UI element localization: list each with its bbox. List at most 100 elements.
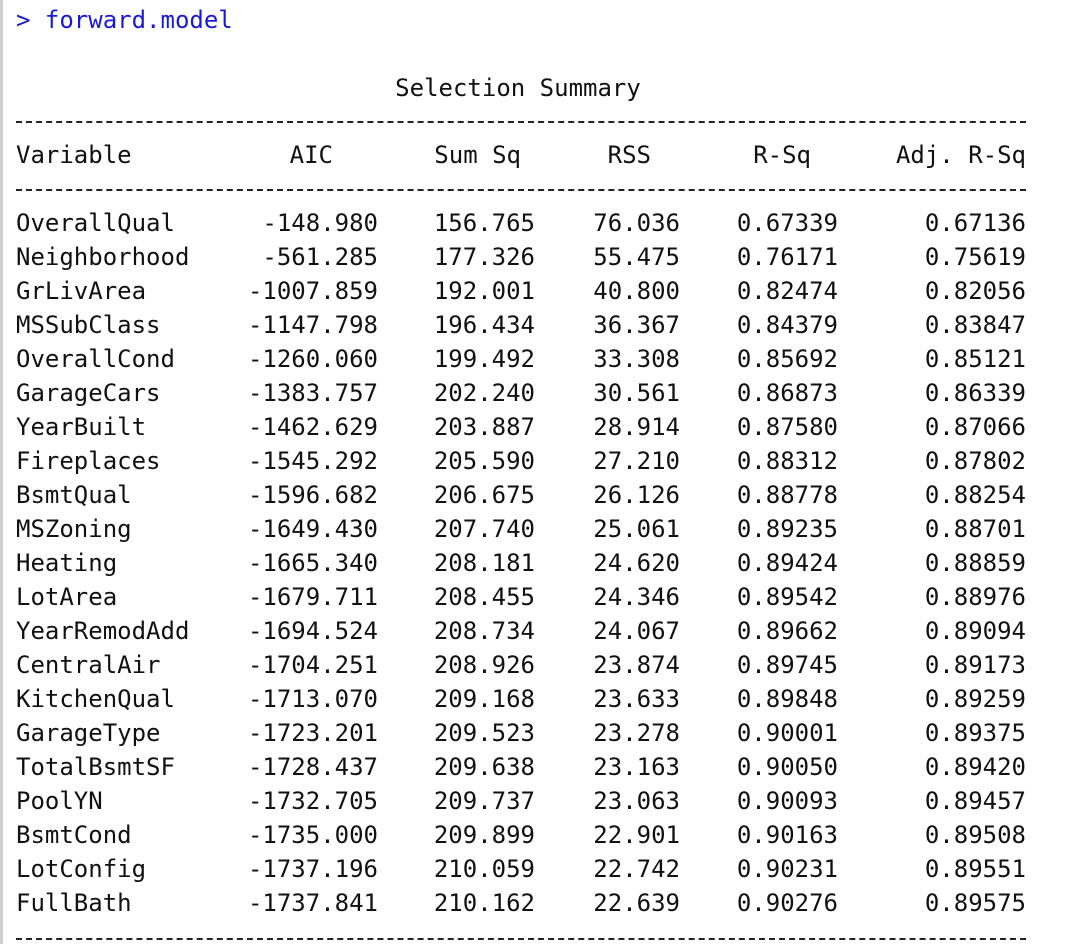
cell-aic: -1596.682 (247, 481, 378, 509)
cell-variable: BsmtQual (16, 481, 132, 509)
cell-aic: -1649.430 (247, 515, 378, 543)
cell-aic: -1462.629 (247, 413, 378, 441)
cell-adj-r-sq: 0.75619 (924, 243, 1026, 271)
cell-rss: 23.063 (593, 787, 680, 815)
table-header-row: Variable AIC Sum Sq RSS R-Sq Adj. R-Sq (16, 138, 1028, 172)
table-row: MSZoning -1649.430 207.740 25.061 0.89235 0.8… (16, 512, 1028, 546)
cell-rss: 24.346 (593, 583, 680, 611)
cell-r-sq: 0.89424 (736, 549, 838, 577)
cell-adj-r-sq: 0.88976 (924, 583, 1026, 611)
cell-r-sq: 0.90050 (736, 753, 838, 781)
cell-adj-r-sq: 0.85121 (924, 345, 1026, 373)
cell-aic: -1694.524 (247, 617, 378, 645)
cell-variable: GarageCars (16, 379, 161, 407)
cell-variable: LotConfig (16, 855, 147, 883)
cell-sum-sq: 156.765 (433, 209, 535, 237)
cell-adj-r-sq: 0.87802 (924, 447, 1026, 475)
cell-variable: BsmtCond (16, 821, 132, 849)
cell-sum-sq: 209.899 (433, 821, 535, 849)
table-row: YearBuilt -1462.629 203.887 28.914 0.87580 0.… (16, 410, 1028, 444)
cell-r-sq: 0.90093 (736, 787, 838, 815)
table-row: FullBath -1737.841 210.162 22.639 0.90276 0.8… (16, 886, 1028, 920)
cell-aic: -1679.711 (247, 583, 378, 611)
cell-r-sq: 0.89848 (736, 685, 838, 713)
cell-sum-sq: 207.740 (433, 515, 535, 543)
cell-adj-r-sq: 0.67136 (924, 209, 1026, 237)
table-row: LotArea -1679.711 208.455 24.346 0.89542 0.88… (16, 580, 1028, 614)
cell-adj-r-sq: 0.87066 (924, 413, 1026, 441)
cell-adj-r-sq: 0.89551 (924, 855, 1026, 883)
cell-r-sq: 0.82474 (736, 277, 838, 305)
cell-sum-sq: 205.590 (433, 447, 535, 475)
cell-aic: -1147.798 (247, 311, 378, 339)
cell-r-sq: 0.90231 (736, 855, 838, 883)
cell-r-sq: 0.89542 (736, 583, 838, 611)
cell-sum-sq: 208.926 (433, 651, 535, 679)
cell-adj-r-sq: 0.89375 (924, 719, 1026, 747)
cell-r-sq: 0.90276 (736, 889, 838, 917)
cell-sum-sq: 206.675 (433, 481, 535, 509)
cell-rss: 40.800 (593, 277, 680, 305)
cell-adj-r-sq: 0.89094 (924, 617, 1026, 645)
cell-rss: 27.210 (593, 447, 680, 475)
cell-variable: TotalBsmtSF (16, 753, 175, 781)
cell-rss: 23.874 (593, 651, 680, 679)
cell-variable: MSSubClass (16, 311, 161, 339)
table-row: Heating -1665.340 208.181 24.620 0.89424 0.88… (16, 546, 1028, 580)
header-sum-sq: Sum Sq (434, 141, 521, 169)
cell-variable: OverallQual (16, 209, 175, 237)
selection-summary-title: Selection Summary (395, 74, 641, 102)
cell-aic: -1728.437 (247, 753, 378, 781)
cell-r-sq: 0.90163 (736, 821, 838, 849)
header-adj-r-sq: Adj. R-Sq (895, 141, 1026, 169)
cell-variable: FullBath (16, 889, 132, 917)
cell-rss: 22.742 (593, 855, 680, 883)
cell-sum-sq: 210.059 (433, 855, 535, 883)
table-row: MSSubClass -1147.798 196.434 36.367 0.84379 0… (16, 308, 1028, 342)
cell-adj-r-sq: 0.89259 (924, 685, 1026, 713)
cell-r-sq: 0.88312 (736, 447, 838, 475)
cell-variable: KitchenQual (16, 685, 175, 713)
cell-r-sq: 0.67339 (736, 209, 838, 237)
cell-rss: 24.620 (593, 549, 680, 577)
cell-adj-r-sq: 0.83847 (924, 311, 1026, 339)
cell-sum-sq: 192.001 (433, 277, 535, 305)
cell-rss: 23.163 (593, 753, 680, 781)
cell-sum-sq: 208.734 (433, 617, 535, 645)
table-row: CentralAir -1704.251 208.926 23.874 0.89745 0… (16, 648, 1028, 682)
table-top-divider (16, 121, 1026, 123)
table-bottom-divider (16, 938, 1026, 940)
cell-rss: 25.061 (593, 515, 680, 543)
cell-rss: 26.126 (593, 481, 680, 509)
cell-adj-r-sq: 0.82056 (924, 277, 1026, 305)
cell-sum-sq: 210.162 (433, 889, 535, 917)
cell-rss: 30.561 (593, 379, 680, 407)
cell-adj-r-sq: 0.86339 (924, 379, 1026, 407)
table-row: OverallQual -148.980 156.765 76.036 0.67339 0… (16, 206, 1028, 240)
cell-sum-sq: 202.240 (433, 379, 535, 407)
cell-aic: -1704.251 (247, 651, 378, 679)
cell-adj-r-sq: 0.89575 (924, 889, 1026, 917)
table-row: PoolYN -1732.705 209.737 23.063 0.90093 0.894… (16, 784, 1028, 818)
table-header-divider (16, 189, 1026, 191)
cell-sum-sq: 203.887 (433, 413, 535, 441)
cell-sum-sq: 208.455 (433, 583, 535, 611)
cell-adj-r-sq: 0.89457 (924, 787, 1026, 815)
cell-aic: -1665.340 (247, 549, 378, 577)
prompt-symbol: > (16, 6, 31, 34)
cell-variable: GrLivArea (16, 277, 147, 305)
cell-sum-sq: 209.523 (433, 719, 535, 747)
cell-rss: 76.036 (593, 209, 680, 237)
table-row: BsmtCond -1735.000 209.899 22.901 0.90163 0.8… (16, 818, 1028, 852)
header-variable: Variable (16, 141, 132, 169)
cell-r-sq: 0.76171 (736, 243, 838, 271)
cell-variable: Neighborhood (16, 243, 190, 271)
cell-rss: 23.278 (593, 719, 680, 747)
table-row: TotalBsmtSF -1728.437 209.638 23.163 0.90050… (16, 750, 1028, 784)
cell-r-sq: 0.88778 (736, 481, 838, 509)
cell-adj-r-sq: 0.89508 (924, 821, 1026, 849)
cell-variable: PoolYN (16, 787, 103, 815)
cell-sum-sq: 209.168 (433, 685, 535, 713)
cell-adj-r-sq: 0.89173 (924, 651, 1026, 679)
